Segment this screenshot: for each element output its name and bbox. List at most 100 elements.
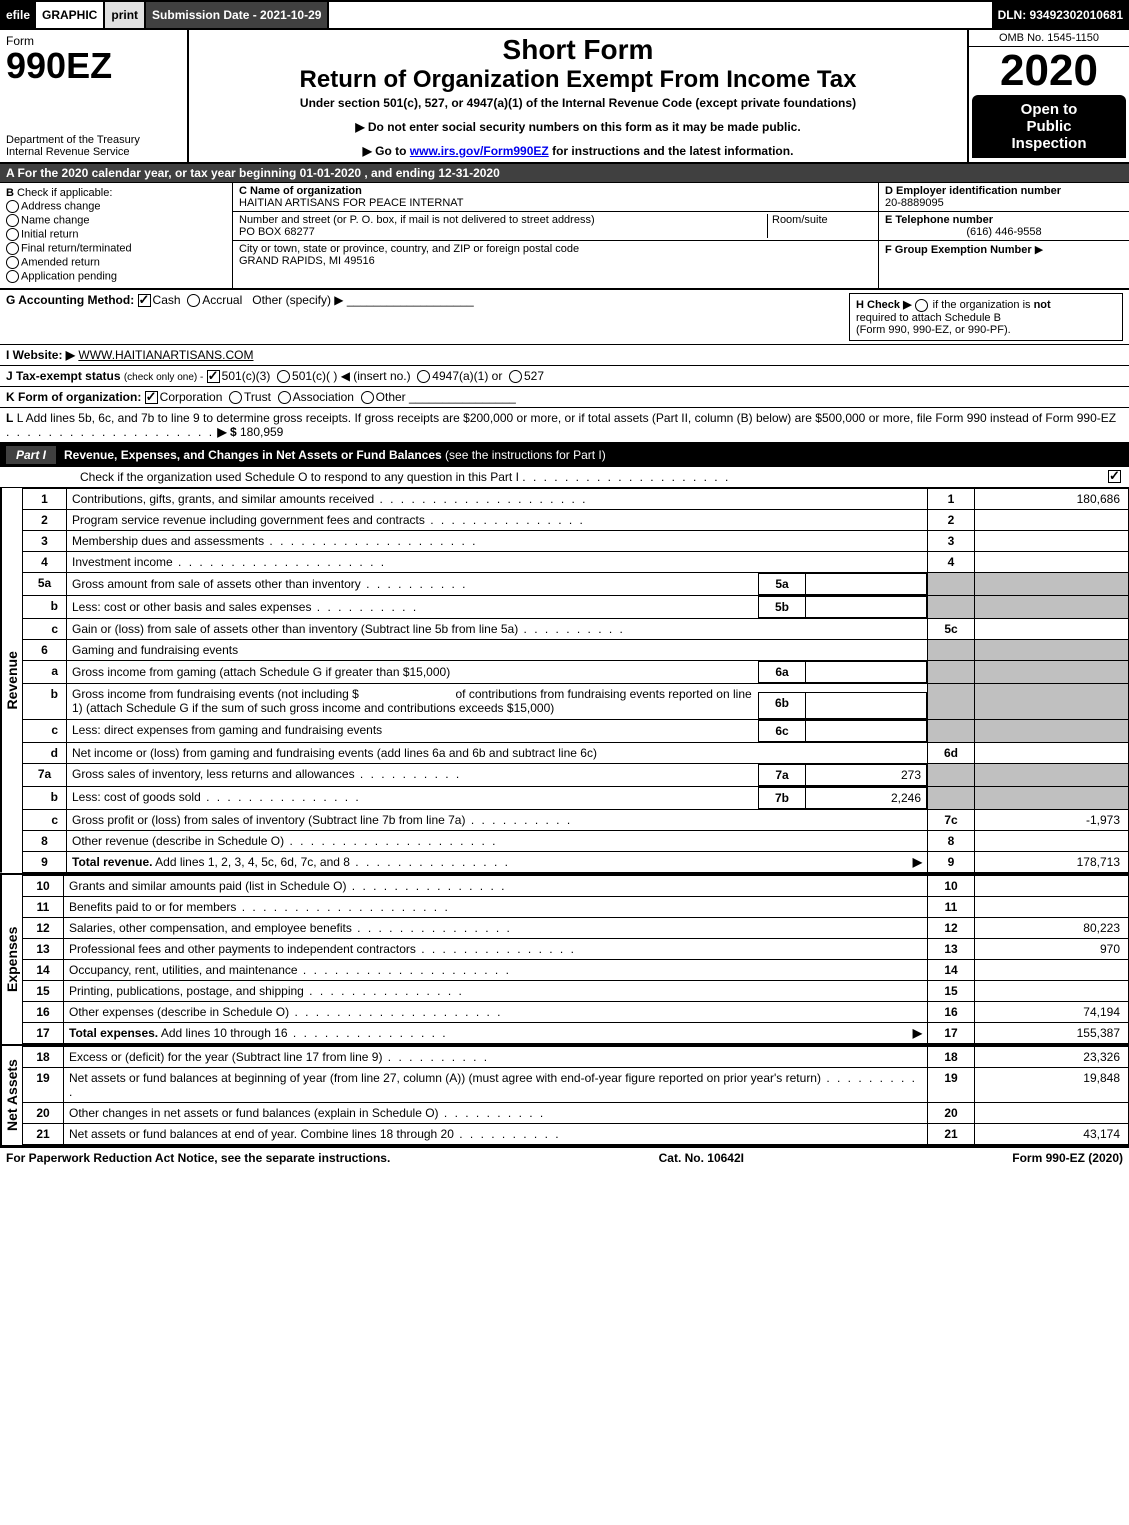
dots-icon: [518, 622, 625, 636]
form-title-1: Short Form: [195, 34, 961, 66]
l6-ref-shade: [928, 640, 975, 661]
section-l: L L Add lines 5b, 6c, and 7b to line 9 t…: [0, 408, 1129, 443]
dots-icon: [236, 900, 449, 914]
line-12: 12Salaries, other compensation, and empl…: [23, 917, 1129, 938]
b-opt-initial[interactable]: Initial return: [6, 228, 226, 241]
e-value: (616) 446-9558: [885, 226, 1123, 238]
l6a-ref-shade: [928, 661, 975, 684]
l1-amt: 180,686: [975, 489, 1129, 510]
l5b-ia: [806, 597, 927, 618]
revenue-label: Revenue: [0, 488, 22, 873]
section-b: B Check if applicable: Address change Na…: [0, 183, 233, 288]
city-label: City or town, state or province, country…: [239, 243, 872, 255]
radio-icon: [6, 242, 19, 255]
dots-icon: [439, 1106, 546, 1120]
l2-num: 2: [23, 510, 67, 531]
row-gh: G Accounting Method: Cash Accrual Other …: [0, 290, 1129, 345]
b-opt-amended[interactable]: Amended return: [6, 256, 226, 269]
expenses-label: Expenses: [0, 875, 22, 1044]
line-19: 19Net assets or fund balances at beginni…: [23, 1067, 1129, 1102]
dots-icon: [201, 790, 361, 804]
l6b-ref-shade: [928, 684, 975, 720]
b-opt-final[interactable]: Final return/terminated: [6, 242, 226, 255]
checkbox-cash[interactable]: [138, 294, 151, 307]
section-k: K Form of organization: Corporation Trus…: [0, 387, 1129, 408]
l7b-ref-shade: [928, 786, 975, 809]
section-def: D Employer identification number 20-8889…: [878, 183, 1129, 288]
b-opt-1: Name change: [21, 214, 90, 226]
graphic-label: GRAPHIC: [36, 2, 105, 28]
dots-icon: [361, 577, 468, 591]
line-5a: 5aGross amount from sale of assets other…: [23, 573, 1129, 596]
b-opt-pending[interactable]: Application pending: [6, 270, 226, 283]
org-name-cell: C Name of organization HAITIAN ARTISANS …: [233, 183, 878, 212]
l6a-ia: [806, 662, 927, 683]
k-radio-other[interactable]: [361, 391, 374, 404]
l8-desc: Other revenue (describe in Schedule O): [72, 834, 284, 848]
footer-left: For Paperwork Reduction Act Notice, see …: [6, 1151, 390, 1165]
dln-label: DLN: 93492302010681: [992, 2, 1129, 28]
l13-desc: Professional fees and other payments to …: [69, 942, 416, 956]
l13-amt: 970: [975, 938, 1129, 959]
b-opt-address[interactable]: Address change: [6, 200, 226, 213]
l20-ref: 20: [928, 1102, 975, 1123]
l13-ref: 13: [928, 938, 975, 959]
dept-line1: Department of the Treasury: [6, 134, 181, 146]
form-title-2: Return of Organization Exempt From Incom…: [195, 66, 961, 94]
l6a-desc: Gross income from gaming (attach Schedul…: [72, 665, 450, 679]
j-radio-527[interactable]: [509, 370, 522, 383]
l6a-num: a: [23, 661, 67, 684]
k-radio-trust[interactable]: [229, 391, 242, 404]
footer-mid: Cat. No. 10642I: [659, 1151, 744, 1165]
b-opt-name[interactable]: Name change: [6, 214, 226, 227]
info-block: B Check if applicable: Address change Na…: [0, 183, 1129, 290]
l8-num: 8: [23, 830, 67, 851]
k-trust: Trust: [244, 390, 271, 404]
tax-year: 2020: [969, 47, 1129, 95]
l5b-desc: Less: cost or other basis and sales expe…: [72, 600, 311, 614]
l21-num: 21: [23, 1123, 64, 1144]
l4-ref: 4: [928, 552, 975, 573]
l6-amt-shade: [975, 640, 1129, 661]
j-opt1: 501(c)(3): [222, 369, 271, 383]
l19-amt: 19,848: [975, 1067, 1129, 1102]
section-c: C Name of organization HAITIAN ARTISANS …: [233, 183, 878, 288]
section-e: E Telephone number (616) 446-9558: [879, 212, 1129, 241]
dots-icon: [304, 984, 464, 998]
radio-accrual[interactable]: [187, 294, 200, 307]
k-radio-assoc[interactable]: [278, 391, 291, 404]
j-label: J Tax-exempt status: [6, 369, 121, 383]
j-radio-4947[interactable]: [417, 370, 430, 383]
l14-amt: [975, 959, 1129, 980]
f-label: F Group Exemption Number: [885, 244, 1032, 256]
omb-number: OMB No. 1545-1150: [969, 30, 1129, 47]
room-label: Room/suite: [772, 214, 872, 226]
line-2: 2Program service revenue including gover…: [23, 510, 1129, 531]
l6-num: 6: [23, 640, 67, 661]
l6c-ref-shade: [928, 719, 975, 742]
city-cell: City or town, state or province, country…: [233, 241, 878, 269]
dots-icon: [355, 767, 462, 781]
l20-desc: Other changes in net assets or fund bala…: [69, 1106, 439, 1120]
l7a-ref-shade: [928, 763, 975, 786]
print-button[interactable]: print: [105, 2, 146, 28]
l6c-ia: [806, 720, 927, 741]
l10-desc: Grants and similar amounts paid (list in…: [69, 879, 346, 893]
j-check-501c3[interactable]: [207, 370, 220, 383]
l7b-amt-shade: [975, 786, 1129, 809]
h-checkbox[interactable]: [915, 299, 928, 312]
l15-desc: Printing, publications, postage, and shi…: [69, 984, 304, 998]
l13-num: 13: [23, 938, 64, 959]
l3-amt: [975, 531, 1129, 552]
g-accrual: Accrual: [202, 293, 242, 307]
line-10: 10Grants and similar amounts paid (list …: [23, 875, 1129, 896]
k-check-corp[interactable]: [145, 391, 158, 404]
l19-num: 19: [23, 1067, 64, 1102]
j-radio-501c[interactable]: [277, 370, 290, 383]
l2-ref: 2: [928, 510, 975, 531]
irs-link[interactable]: www.irs.gov/Form990EZ: [410, 144, 549, 158]
part-1-checkbox[interactable]: [1108, 470, 1121, 483]
section-f: F Group Exemption Number ▶: [879, 241, 1129, 258]
line-15: 15Printing, publications, postage, and s…: [23, 980, 1129, 1001]
l11-ref: 11: [928, 896, 975, 917]
